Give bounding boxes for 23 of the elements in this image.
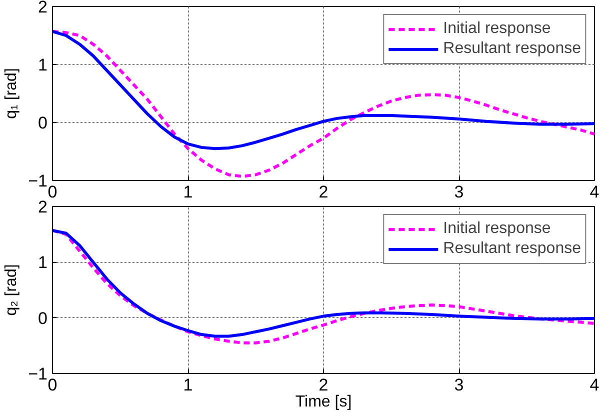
y-tick-label: 0 xyxy=(38,114,48,132)
x-tick-label: 3 xyxy=(454,376,464,394)
x-tick-label: 1 xyxy=(183,376,193,394)
y-tick-label: −1 xyxy=(28,172,48,190)
y-tick-label: −1 xyxy=(28,364,48,384)
x-tick-label: 2 xyxy=(318,376,328,394)
x-tick-label: 4 xyxy=(590,182,600,202)
y-tick-label: 1 xyxy=(38,56,48,74)
x-tick-label: 4 xyxy=(590,376,600,394)
y-tick-label: 2 xyxy=(38,0,48,16)
legend-label: Resultant response xyxy=(443,40,581,58)
legend-label: Initial response xyxy=(443,220,551,238)
x-tick-label: 1 xyxy=(183,182,193,202)
legend-label: Resultant response xyxy=(443,240,581,258)
x-tick-label: 2 xyxy=(318,182,328,202)
x-tick-label: 3 xyxy=(454,182,464,202)
x-axis-title: Time [s] xyxy=(295,394,352,410)
y-axis-title: q₂ [rad] xyxy=(3,264,20,316)
y-tick-label: 2 xyxy=(38,198,48,216)
y-axis-title: q₁ [rad] xyxy=(3,68,20,119)
y-tick-label: 1 xyxy=(38,253,48,272)
y-tick-label: 0 xyxy=(38,308,48,328)
legend-label: Initial response xyxy=(443,20,551,38)
